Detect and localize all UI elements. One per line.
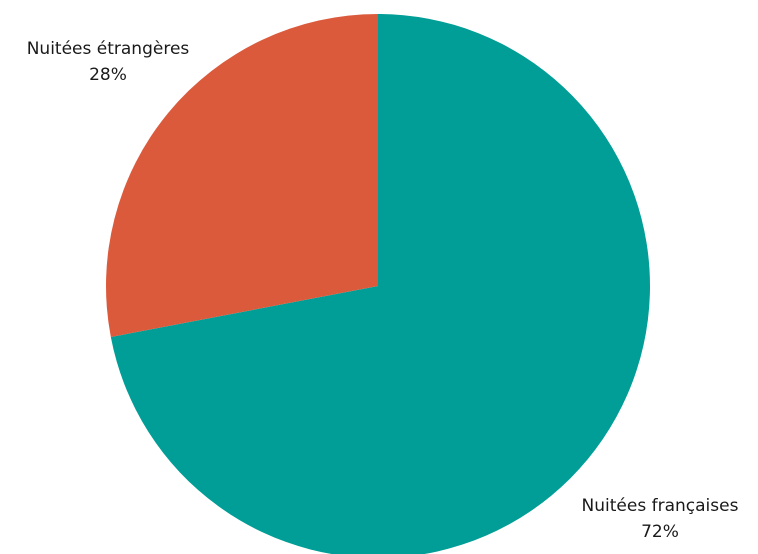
slice-label-etrangeres: Nuitées étrangères [27, 39, 190, 59]
pie-slice-francaises [110, 14, 650, 554]
slice-value-etrangeres: 28% [89, 65, 127, 85]
slice-value-francaises: 72% [641, 522, 679, 542]
pie-slice-etrangeres [106, 14, 378, 337]
slice-label-group-etrangeres: Nuitées étrangères 28% [27, 39, 190, 85]
pie-slices [106, 14, 650, 554]
slice-label-group-francaises: Nuitées françaises 72% [582, 496, 739, 542]
slice-label-francaises: Nuitées françaises [582, 496, 739, 516]
